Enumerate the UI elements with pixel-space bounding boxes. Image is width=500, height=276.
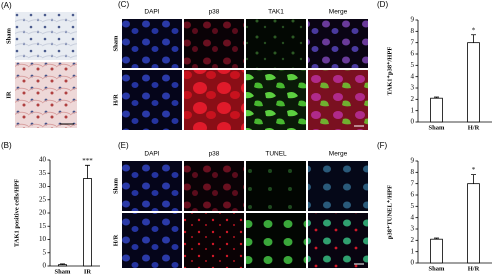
- micrograph: [15, 12, 77, 60]
- x-tick-label: H/R: [468, 124, 480, 131]
- row-label: Sham: [112, 177, 119, 193]
- panel-label: (C): [118, 0, 129, 9]
- y-tick-label: 9: [411, 16, 415, 24]
- micrograph: [122, 161, 182, 211]
- column-header: p38: [209, 9, 220, 16]
- bar: [430, 238, 443, 264]
- y-tick-label: 6: [411, 191, 415, 199]
- micrograph: [246, 19, 306, 68]
- y-tick-label: 5: [411, 202, 415, 210]
- y-tick-label: 9: [411, 157, 415, 165]
- y-tick-label: 3: [411, 225, 415, 233]
- micrograph: [15, 62, 77, 128]
- column-header: DAPI: [144, 9, 159, 16]
- column-header: p38: [209, 151, 220, 158]
- y-tick-label: 35: [39, 169, 47, 177]
- y-tick-label: 6: [411, 50, 415, 58]
- micrograph: [122, 70, 182, 130]
- micrograph: [184, 70, 244, 130]
- column-header: Merge: [329, 151, 348, 158]
- y-tick-label: 15: [39, 222, 47, 230]
- row-label: Sham: [5, 27, 12, 43]
- bar: [58, 264, 67, 267]
- y-tick-label: 7: [411, 38, 415, 46]
- x-tick-label: Sham: [429, 265, 445, 272]
- column-header: Merge: [329, 9, 348, 16]
- row-label: Sham: [112, 35, 119, 51]
- column-header: TUNEL: [265, 151, 287, 158]
- bar: [467, 183, 480, 264]
- bar: [83, 178, 92, 267]
- bar: [430, 97, 443, 123]
- error-bar: [60, 263, 65, 265]
- y-tick-label: 4: [411, 213, 415, 221]
- y-axis-label: p38⁺TUNEL⁺/HPF: [386, 185, 393, 239]
- micrograph: [308, 70, 368, 130]
- error-bar: [471, 174, 476, 184]
- micrograph: [122, 213, 182, 268]
- y-tick-label: 2: [411, 95, 415, 103]
- y-tick-label: 0: [43, 262, 47, 270]
- y-tick-label: 1: [411, 106, 415, 114]
- micrograph: [246, 70, 306, 130]
- micrograph: [308, 19, 368, 68]
- annotation: *: [472, 26, 476, 34]
- annotation: ***: [82, 157, 93, 165]
- row-label: IR: [5, 91, 12, 99]
- row-label: H/R: [112, 234, 119, 246]
- y-tick-label: 7: [411, 179, 415, 187]
- error-bar: [434, 237, 439, 240]
- bar: [467, 42, 480, 123]
- micrograph: [184, 213, 244, 268]
- error-bar: [85, 164, 90, 179]
- column-header: TAK1: [268, 9, 284, 16]
- y-tick-label: 4: [411, 72, 415, 80]
- x-tick-label: IR: [84, 268, 92, 275]
- y-tick-label: 3: [411, 84, 415, 92]
- y-axis-label: TAK1⁺p38⁺/HPF: [386, 47, 393, 96]
- y-tick-label: 40: [39, 156, 47, 164]
- panel-label: (B): [1, 141, 12, 150]
- x-tick-label: Sham: [429, 124, 445, 131]
- y-tick-label: 5: [43, 248, 47, 256]
- micrograph: [122, 19, 182, 68]
- y-tick-label: 0: [411, 259, 415, 267]
- y-tick-label: 8: [411, 27, 415, 35]
- y-axis-label: TAK1 positive cells/HPF: [13, 179, 20, 247]
- micrograph: [308, 161, 368, 211]
- y-tick-label: 1: [411, 247, 415, 255]
- panel-label: (E): [118, 141, 129, 150]
- micrograph: [308, 213, 368, 268]
- x-tick-label: H/R: [468, 265, 480, 272]
- panel-label: (D): [377, 0, 388, 9]
- micrograph: [184, 19, 244, 68]
- y-tick-label: 8: [411, 168, 415, 176]
- micrograph: [184, 161, 244, 211]
- micrograph: [246, 161, 306, 211]
- y-tick-label: 2: [411, 236, 415, 244]
- column-header: DAPI: [144, 151, 159, 158]
- y-tick-label: 5: [411, 61, 415, 69]
- x-tick-label: Sham: [55, 268, 71, 275]
- y-tick-label: 10: [39, 235, 47, 243]
- micrograph: [246, 213, 306, 268]
- y-tick-label: 30: [39, 182, 47, 190]
- panel-label: (A): [1, 1, 12, 10]
- error-bar: [471, 34, 476, 43]
- annotation: *: [472, 166, 476, 174]
- y-tick-label: 25: [39, 195, 47, 203]
- error-bar: [434, 96, 439, 99]
- panel-label: (F): [377, 141, 388, 150]
- row-label: H/R: [112, 94, 119, 106]
- y-tick-label: 0: [411, 118, 415, 126]
- y-tick-label: 20: [39, 209, 47, 217]
